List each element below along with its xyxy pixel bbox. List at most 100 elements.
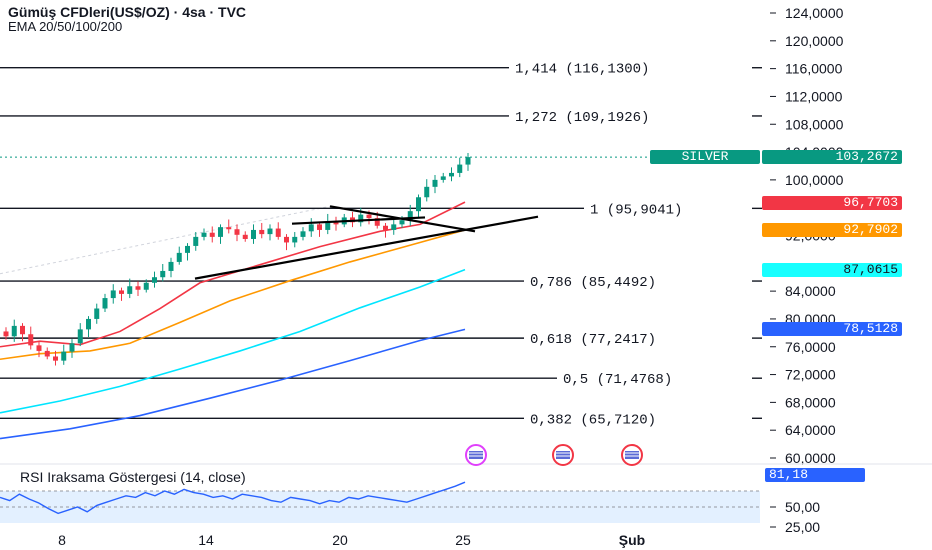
candle-body — [168, 261, 174, 271]
candle-body — [383, 225, 388, 230]
ema200-badge: 78,5128 — [762, 322, 902, 336]
symbol-tag: SILVER — [650, 150, 760, 164]
candle-body — [77, 329, 83, 344]
time-axis-label: 20 — [332, 532, 348, 548]
fib-level-label: 0,382 (65,7120) — [530, 412, 656, 428]
fib-level-label: 0,786 (85,4492) — [530, 275, 656, 291]
fib-level-label: 1,414 (116,1300) — [515, 62, 649, 78]
candle-body — [457, 164, 463, 173]
candle-body — [407, 211, 413, 221]
candle-body — [86, 318, 91, 330]
candle-body — [209, 232, 215, 237]
candle-body — [44, 350, 50, 357]
fib-level-label: 0,5 (71,4768) — [563, 372, 672, 388]
ema100-badge: 87,0615 — [762, 263, 902, 277]
price-axis-label: 68,0000 — [785, 394, 836, 410]
candle-body — [152, 277, 157, 283]
candle-body — [449, 172, 454, 177]
candle-body — [325, 221, 331, 230]
price-axis-label: 112,0000 — [785, 88, 843, 104]
candle-body — [317, 224, 322, 230]
candle-body — [127, 286, 133, 294]
rsi-title: RSI Iraksama Göstergesi (14, close) — [20, 469, 246, 485]
chart-title: Gümüş CFDleri(US$/OZ) · 4sa · TVC — [8, 4, 247, 20]
ema100-line — [0, 268, 466, 414]
fib-level-label: 1,272 (109,1926) — [515, 110, 649, 126]
ema50-badge: 92,7902 — [762, 223, 902, 237]
indicator-label: EMA 20/50/100/200 — [8, 19, 123, 34]
ema200-line — [0, 328, 466, 440]
last-price-badge: 103,2672 — [762, 150, 902, 164]
candle-body — [61, 351, 67, 361]
triangle-midline — [291, 216, 426, 225]
us-flag-icon — [625, 451, 639, 459]
candle-body — [300, 231, 306, 237]
candle-body — [465, 157, 471, 165]
candle-body — [69, 343, 75, 352]
candle-body — [399, 220, 405, 225]
candle-body — [176, 252, 182, 262]
price-axis-label: 84,0000 — [785, 283, 836, 299]
support-trendline — [194, 215, 539, 280]
time-axis-label: Şub — [619, 532, 645, 548]
candle-body — [143, 282, 149, 290]
candle-body — [284, 236, 289, 243]
candle-body — [119, 290, 124, 294]
candle-body — [3, 331, 9, 337]
candle-body — [358, 214, 364, 223]
ema20-badge: 96,7703 — [762, 196, 902, 210]
rsi-value-badge: 81,18 — [765, 468, 865, 482]
us-flag-icon — [469, 451, 483, 459]
candle-body — [275, 228, 281, 237]
candle-body — [53, 356, 58, 361]
fib-level-label: 0,618 (77,2417) — [530, 332, 656, 348]
candle-body — [218, 227, 223, 237]
ema20-line — [0, 201, 466, 348]
candle-body — [259, 229, 265, 235]
candle-body — [432, 179, 438, 187]
candle-body — [20, 325, 25, 335]
candle-body — [94, 308, 100, 319]
candle-body — [110, 290, 116, 299]
fib-level-label: 1 (95,9041) — [590, 202, 682, 218]
candle-body — [102, 298, 108, 309]
candle-body — [391, 224, 397, 230]
guide-line — [0, 205, 331, 275]
rsi-line — [0, 481, 466, 515]
candle-body — [135, 286, 141, 290]
candle-body — [267, 228, 273, 235]
candle-body — [333, 221, 339, 225]
us-flag-icon — [556, 451, 570, 459]
candle-body — [424, 186, 430, 198]
price-axis-label: 60,0000 — [785, 450, 836, 466]
candle-body — [234, 229, 240, 235]
candle-body — [36, 345, 42, 351]
ema50-line — [0, 229, 466, 361]
price-axis-label: 72,0000 — [785, 367, 836, 383]
price-axis-label: 76,0000 — [785, 339, 836, 355]
time-axis-label: 8 — [58, 532, 66, 548]
price-axis-label: 124,0000 — [785, 5, 844, 21]
price-axis-label: 100,0000 — [785, 172, 844, 188]
price-axis-label: 116,0000 — [785, 61, 843, 77]
rsi-axis-label: 25,00 — [785, 519, 820, 535]
candle-body — [440, 176, 446, 180]
price-axis-label: 108,0000 — [785, 116, 844, 132]
candle-body — [292, 236, 298, 243]
candle-body — [28, 334, 34, 346]
candle-body — [366, 214, 372, 219]
candle-body — [416, 197, 421, 212]
candle-body — [374, 218, 380, 226]
candle-body — [193, 236, 199, 246]
rsi-axis-label: 50,00 — [785, 499, 820, 515]
candle-body — [226, 227, 232, 230]
candle-body — [160, 270, 166, 278]
price-axis-label: 64,0000 — [785, 422, 836, 438]
candle-body — [308, 224, 314, 232]
candle-body — [201, 232, 207, 237]
time-axis-label: 14 — [198, 532, 214, 548]
candle-body — [185, 245, 190, 253]
candle-body — [11, 325, 17, 337]
time-axis-label: 25 — [455, 532, 471, 548]
